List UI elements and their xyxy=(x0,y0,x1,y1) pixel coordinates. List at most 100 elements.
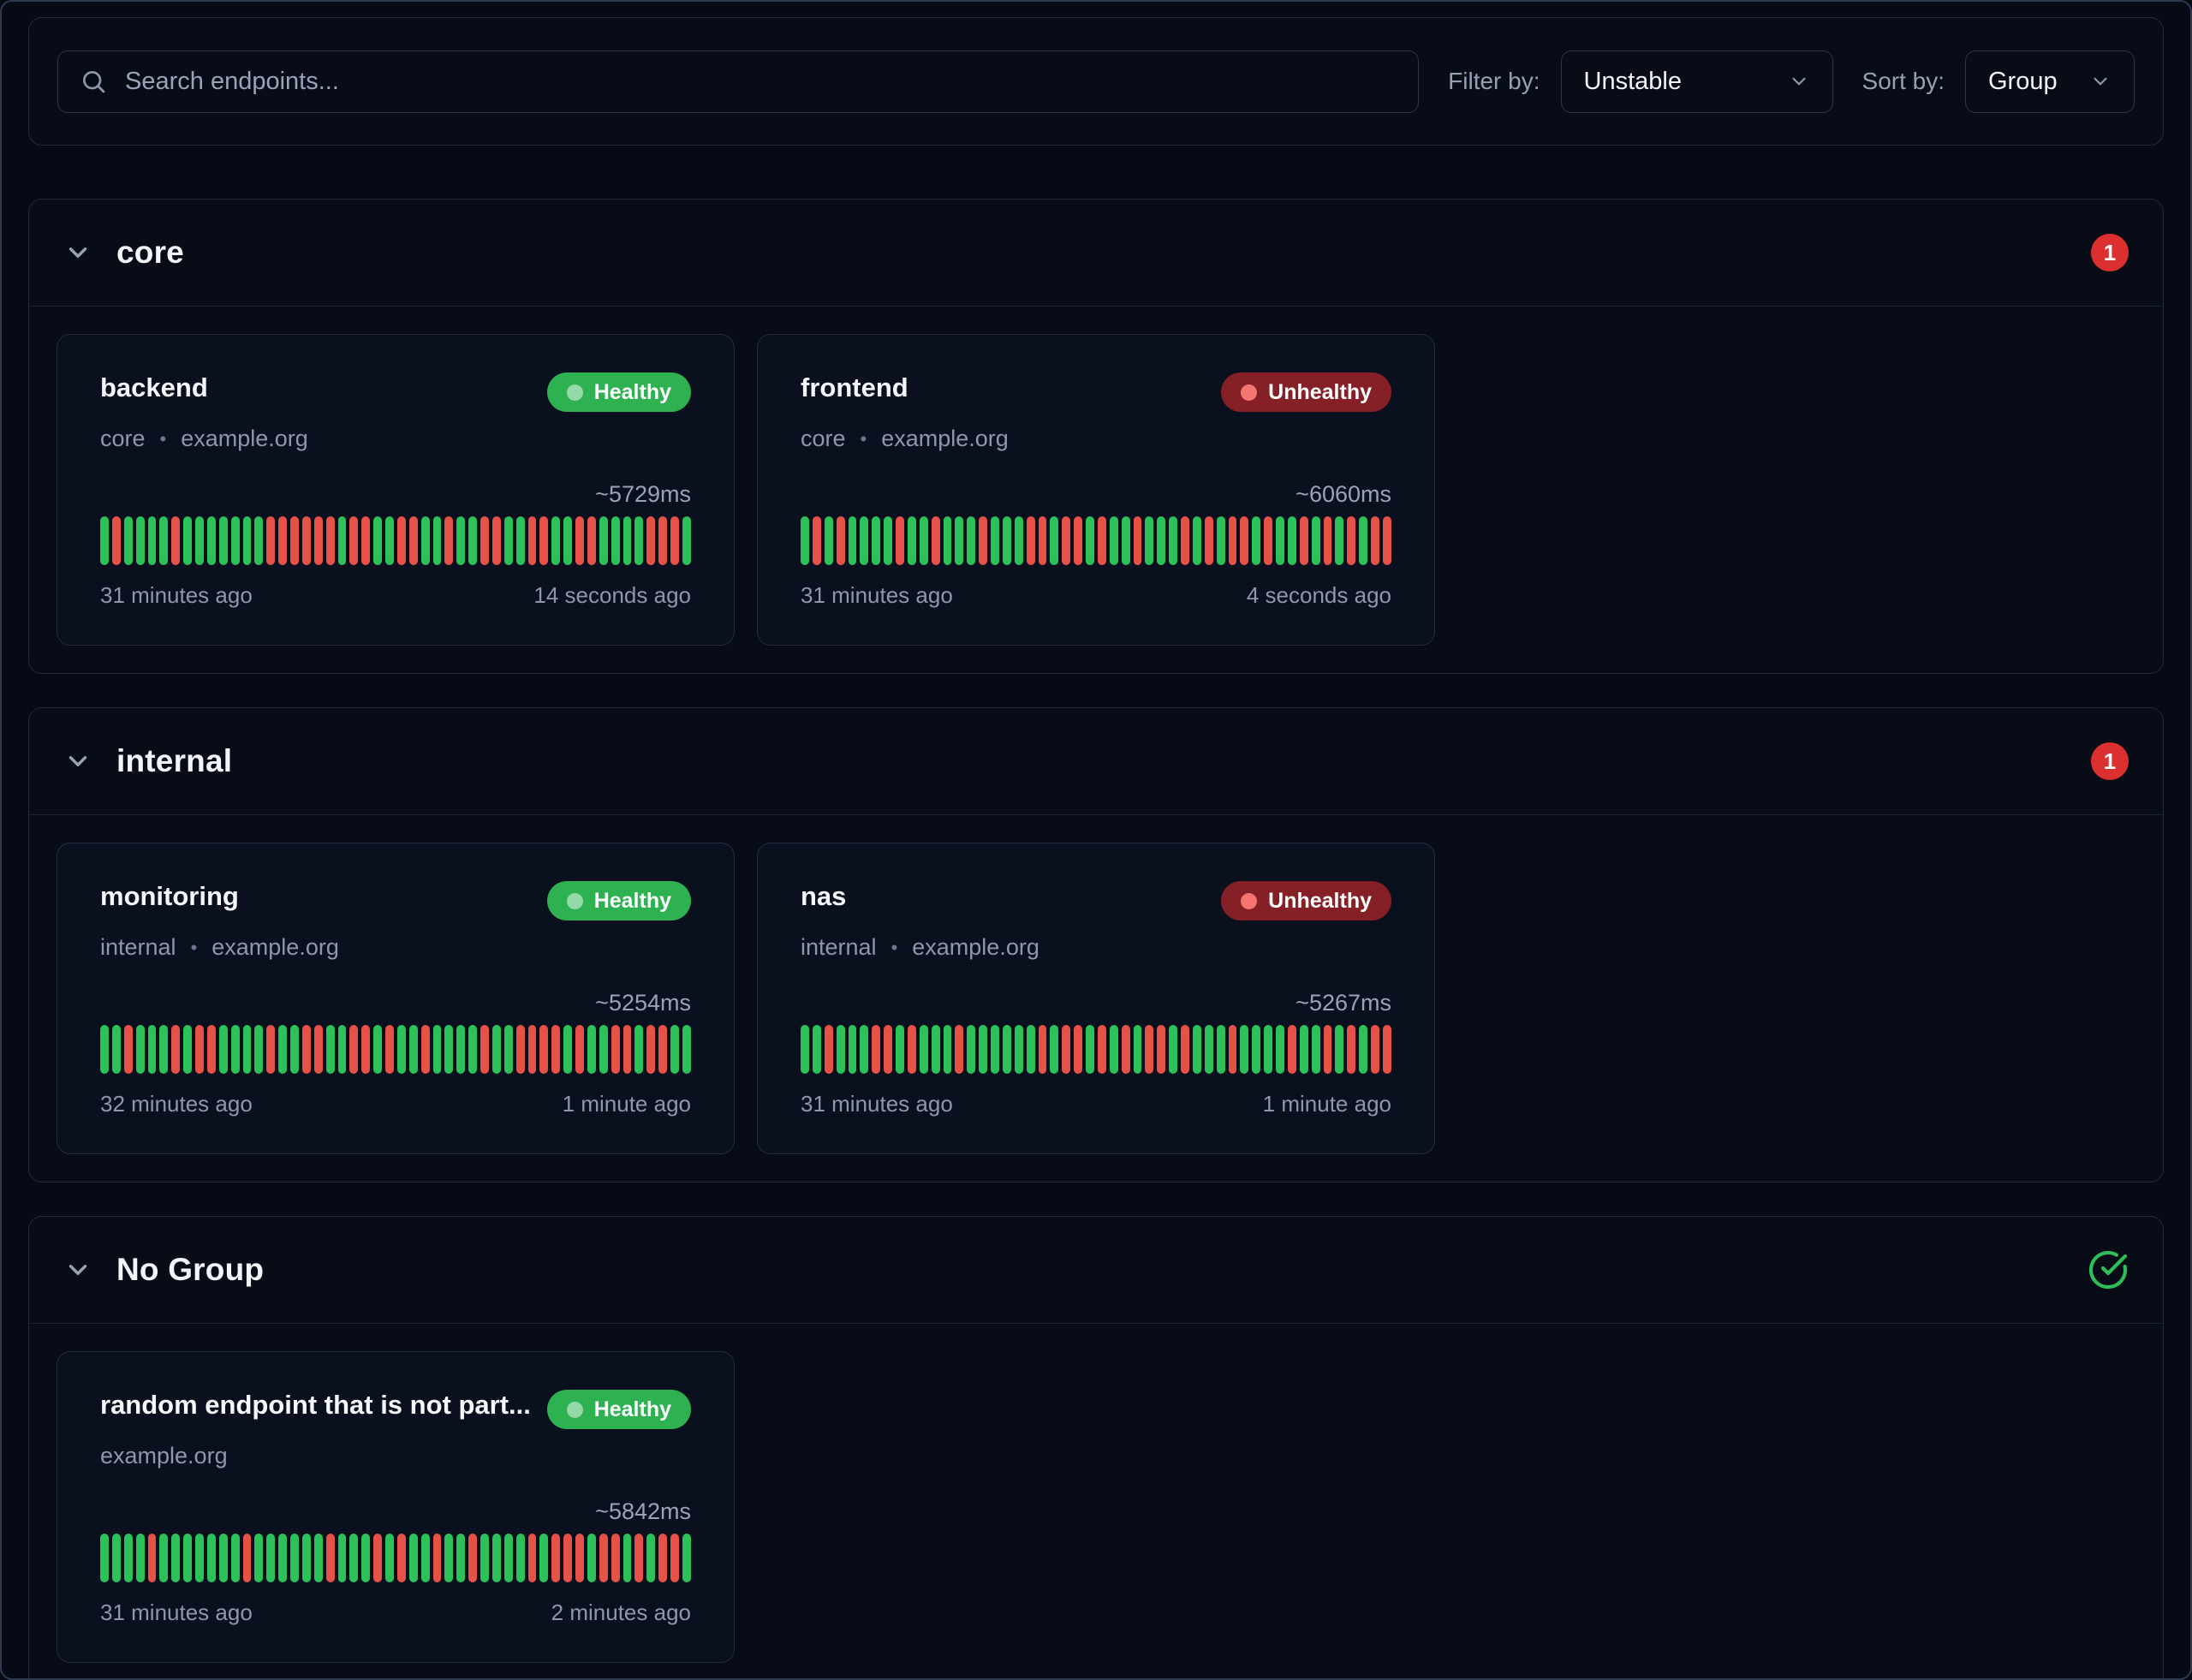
history-bar-failure xyxy=(1038,1025,1047,1074)
history-bar-failure xyxy=(325,1534,335,1582)
history-bar-success xyxy=(1359,1025,1367,1074)
history-bar-success xyxy=(456,1025,466,1074)
history-bar-success xyxy=(206,516,216,565)
history-bar-failure xyxy=(361,1025,371,1074)
history-bar-success xyxy=(468,1025,477,1074)
endpoint-card[interactable]: nas Unhealthy internal • example.org ~52… xyxy=(757,843,1435,1154)
endpoint-name: monitoring xyxy=(100,881,239,911)
history-bar-failure xyxy=(491,516,501,565)
history-bar-success xyxy=(254,516,264,565)
history-bar-success xyxy=(967,1025,976,1074)
history-bar-success xyxy=(503,516,513,565)
history-bar-success xyxy=(1086,516,1094,565)
history-bar-failure xyxy=(1062,1025,1071,1074)
history-bar-success xyxy=(503,1025,513,1074)
chevron-down-icon[interactable] xyxy=(63,1255,92,1284)
endpoint-host: example.org xyxy=(181,426,308,451)
history-bar-failure xyxy=(1074,516,1082,565)
history-bar-failure xyxy=(1382,1025,1391,1074)
chevron-down-icon[interactable] xyxy=(63,747,92,776)
history-bar-failure xyxy=(622,1025,632,1074)
history-bar-failure xyxy=(349,1025,359,1074)
history-bar-success xyxy=(551,516,561,565)
history-bar-success xyxy=(135,1534,145,1582)
history-bar-success xyxy=(682,516,691,565)
endpoint-card[interactable]: backend Healthy core • example.org ~5729… xyxy=(57,334,735,646)
history-bar-failure xyxy=(955,1025,964,1074)
history-bar-failure xyxy=(575,516,584,565)
history-bar-success xyxy=(183,1025,192,1074)
history-bar-success xyxy=(135,516,145,565)
history-bar-success xyxy=(408,1534,418,1582)
endpoint-host: example.org xyxy=(100,1443,228,1469)
history-bar-failure xyxy=(373,1534,382,1582)
history-bar-failure xyxy=(907,1025,916,1074)
history-bar-failure xyxy=(551,1025,561,1074)
history-bar-success xyxy=(195,1534,204,1582)
card-header-row: random endpoint that is not part... Heal… xyxy=(100,1390,691,1429)
group-title: internal xyxy=(116,743,233,778)
history-bar-success xyxy=(183,1534,192,1582)
endpoint-card[interactable]: monitoring Healthy internal • example.or… xyxy=(57,843,735,1154)
sort-select[interactable]: Group xyxy=(1965,50,2135,113)
group-header[interactable]: internal 1 xyxy=(29,708,2163,815)
search-input[interactable] xyxy=(57,50,1420,113)
history-bar-success xyxy=(385,516,394,565)
oldest-check-time: 31 minutes ago xyxy=(801,582,953,608)
status-dot-icon xyxy=(566,384,583,401)
history-bar-success xyxy=(634,516,644,565)
endpoint-card[interactable]: random endpoint that is not part... Heal… xyxy=(57,1351,735,1663)
history-bar-failure xyxy=(539,1025,549,1074)
history-bar-failure xyxy=(1228,516,1237,565)
history-bar-success xyxy=(1216,1025,1225,1074)
filter-select[interactable]: Unstable xyxy=(1560,50,1833,113)
history-bar-success xyxy=(848,516,857,565)
history-bar-failure xyxy=(1062,516,1071,565)
status-label: Unhealthy xyxy=(1268,379,1372,404)
history-bar-success xyxy=(373,516,382,565)
history-bar-failure xyxy=(1157,1025,1166,1074)
history-bar-failure xyxy=(396,516,406,565)
history-bar-failure xyxy=(123,1025,133,1074)
history-bar-failure xyxy=(527,516,537,565)
history-bar-success xyxy=(801,1025,809,1074)
chevron-down-icon[interactable] xyxy=(63,238,92,267)
history-bar-success xyxy=(420,516,430,565)
history-bar-success xyxy=(242,516,252,565)
history-bar-success xyxy=(147,516,157,565)
history-bar-failure xyxy=(171,516,181,565)
history-bar-success xyxy=(1169,516,1177,565)
history-bar-success xyxy=(1109,1025,1118,1074)
history-bar-failure xyxy=(1240,516,1249,565)
history-bar-success xyxy=(100,1025,109,1074)
history-bar-success xyxy=(135,1025,145,1074)
oldest-check-time: 31 minutes ago xyxy=(801,1091,953,1117)
history-bar-failure xyxy=(931,516,940,565)
history-bar-success xyxy=(1216,516,1225,565)
latest-check-time: 4 seconds ago xyxy=(1246,582,1391,608)
endpoint-card[interactable]: frontend Unhealthy core • example.org ~6… xyxy=(757,334,1435,646)
status-badge: Unhealthy xyxy=(1221,881,1391,920)
subtitle-separator: • xyxy=(890,936,898,958)
history-bar-success xyxy=(1335,516,1344,565)
history-bar-failure xyxy=(575,1025,584,1074)
history-bar-failure xyxy=(634,1534,644,1582)
card-footer: 31 minutes ago 4 seconds ago xyxy=(801,582,1391,609)
history-bar-failure xyxy=(587,516,596,565)
history-bar-success xyxy=(491,1534,501,1582)
history-bar-success xyxy=(432,1025,442,1074)
history-bar-success xyxy=(171,1534,181,1582)
group-header[interactable]: No Group xyxy=(29,1217,2163,1324)
history-bar-failure xyxy=(1097,1025,1106,1074)
group-header[interactable]: core 1 xyxy=(29,200,2163,307)
history-bar-failure xyxy=(1264,516,1272,565)
endpoint-name: nas xyxy=(801,881,847,911)
history-bar-success xyxy=(1050,1025,1059,1074)
response-time: ~5729ms xyxy=(595,481,691,507)
status-label: Unhealthy xyxy=(1268,888,1372,913)
history-bar-success xyxy=(456,516,466,565)
group-title: core xyxy=(116,235,184,270)
history-bar-failure xyxy=(539,516,549,565)
latest-check-time: 2 minutes ago xyxy=(551,1600,691,1625)
history-bar-success xyxy=(1086,1025,1094,1074)
